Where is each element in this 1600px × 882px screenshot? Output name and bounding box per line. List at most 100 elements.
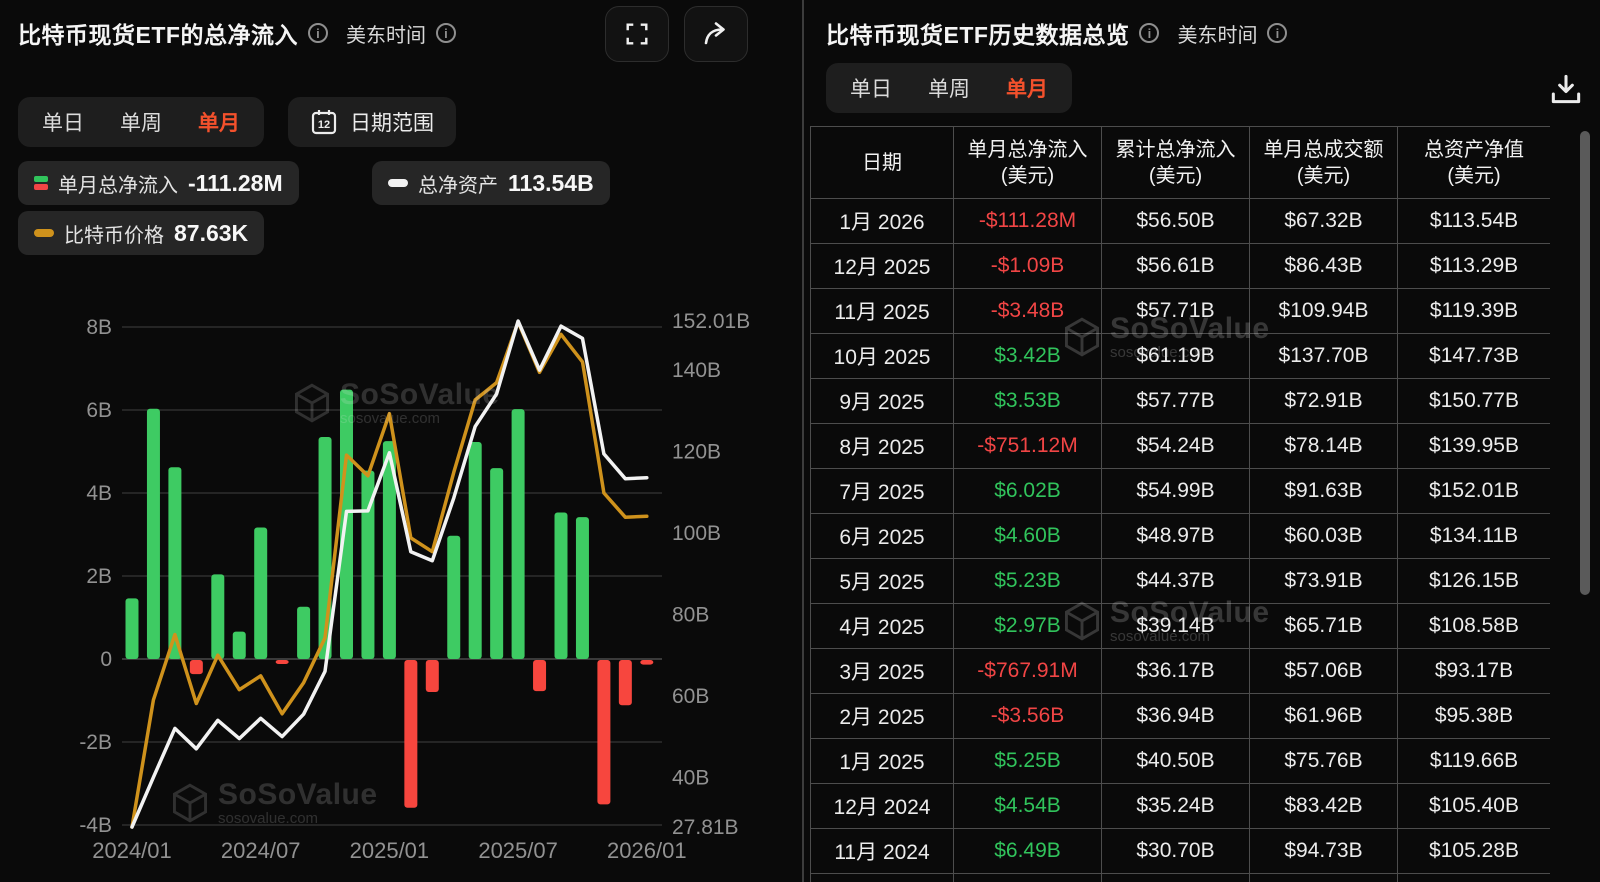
table-row[interactable]: 5月 2025 $5.23B $44.37B $73.91B $126.15B — [810, 558, 1550, 604]
flow-bar-2025/07[interactable] — [511, 409, 525, 659]
table-row[interactable]: 9月 2025 $3.53B $57.77B $72.91B $150.77B — [810, 378, 1550, 424]
share-button[interactable] — [684, 6, 748, 62]
share-icon — [704, 22, 725, 45]
history-table-wrap[interactable]: 日期 单月总净流入 (美元) 累计总净流入 (美元) 单月总成交额 (美元) 总资产净值 (美元… — [810, 126, 1550, 882]
info-icon[interactable]: i — [307, 23, 328, 43]
right-axis-tick: 27.81B — [672, 816, 739, 839]
flow-bar-2025/12[interactable] — [618, 660, 632, 706]
table-row[interactable]: 6月 2025 $4.60B $48.97B $60.03B $134.11B — [810, 513, 1550, 559]
flow-bar-2024/01[interactable] — [125, 598, 139, 659]
flow-bar-2024/03[interactable] — [168, 467, 182, 659]
table-scrollbar-thumb[interactable] — [1580, 131, 1590, 595]
flow-bar-2025/03[interactable] — [425, 660, 439, 692]
cell-cumulative-flow: $57.77B — [1101, 378, 1250, 424]
legend-btc-price-value: 87.63K — [174, 219, 249, 246]
flow-bar-2026/01[interactable] — [640, 660, 654, 665]
cell-cumulative-flow: $61.19B — [1101, 333, 1250, 379]
btc-price-line[interactable] — [130, 320, 649, 829]
right-axis-tick: 140B — [672, 359, 721, 382]
legend-btc-price[interactable]: 比特币价格 87.63K — [18, 211, 265, 255]
left-axis-tick: 2B — [86, 565, 112, 588]
x-axis-tick: 2025/07 — [478, 838, 558, 863]
cell-monthly-flow: $4.54B — [953, 783, 1102, 829]
flow-bar-2024/06[interactable] — [232, 631, 246, 659]
left-axis-tick: 4B — [86, 482, 112, 505]
tab-monthly[interactable]: 单月 — [1006, 78, 1048, 101]
flow-bar-2025/11[interactable] — [597, 660, 611, 805]
info-icon[interactable]: i — [1267, 23, 1288, 43]
cell-monthly-flow: $6.49B — [953, 828, 1102, 874]
table-row[interactable]: 2月 2025 -$3.56B $36.94B $61.96B $95.38B — [810, 693, 1550, 739]
fullscreen-button[interactable] — [605, 6, 669, 62]
flow-bar-2025/06[interactable] — [490, 468, 504, 659]
tab-weekly[interactable]: 单周 — [928, 78, 970, 101]
right-axis-tick: 40B — [672, 766, 709, 789]
cell-date: 10月 2025 — [810, 333, 954, 379]
table-row[interactable]: 1月 2025 $5.25B $40.50B $75.76B $119.66B — [810, 738, 1550, 784]
flow-bar-2024/04[interactable] — [189, 660, 203, 675]
info-icon[interactable]: i — [435, 23, 456, 43]
cell-monthly-flow: $5.23B — [953, 558, 1102, 604]
flow-bar-2025/10[interactable] — [575, 517, 589, 659]
legend-flow[interactable]: 单月总净流入 -111.28M — [18, 161, 299, 205]
table-row[interactable]: 10月 2025 $3.42B $61.19B $137.70B $147.73B — [810, 333, 1550, 379]
flow-bar-2024/05[interactable] — [211, 574, 225, 659]
cell-nav: $113.29B — [1397, 243, 1550, 289]
table-row[interactable]: 1月 2026 -$111.28M $56.50B $67.32B $113.54B — [810, 198, 1550, 244]
gold-line-swatch-icon — [34, 229, 54, 237]
cell-monthly-flow: -$3.56B — [953, 693, 1102, 739]
tab-daily[interactable]: 单日 — [42, 112, 84, 135]
table-row[interactable]: 12月 2024 $4.54B $35.24B $83.42B $105.40B — [810, 783, 1550, 829]
right-axis-tick: 100B — [672, 522, 721, 545]
flow-bar-2024/12[interactable] — [361, 470, 375, 659]
flow-bar-2025/08[interactable] — [533, 660, 547, 692]
table-header-cell: 累计总净流入 (美元) — [1101, 126, 1250, 199]
cell-nav: $105.40B — [1397, 783, 1550, 829]
table-row[interactable]: 11月 2025 -$3.48B $57.71B $109.94B $119.39B — [810, 288, 1550, 334]
flow-bar-2024/02[interactable] — [146, 408, 160, 659]
svg-text:12: 12 — [318, 119, 330, 131]
flow-bar-2025/01[interactable] — [382, 441, 396, 659]
net-assets-line[interactable] — [130, 319, 649, 829]
left-axis-tick: 6B — [86, 399, 112, 422]
table-row[interactable]: 11月 2024 $6.49B $30.70B $94.73B $105.28B — [810, 828, 1550, 874]
cell-volume: $73.91B — [1249, 558, 1398, 604]
left-axis-tick: -2B — [79, 731, 112, 754]
cell-nav: $105.28B — [1397, 828, 1550, 874]
cell-monthly-flow: $5.25B — [953, 738, 1102, 784]
flow-bar-2025/04[interactable] — [447, 535, 461, 659]
panel-divider — [802, 0, 804, 882]
cell-nav: $119.39B — [1397, 288, 1550, 334]
bar-swatch-icon — [34, 176, 48, 190]
tab-weekly[interactable]: 单周 — [120, 112, 162, 135]
table-title: 比特币现货ETF历史数据总览 — [826, 22, 1130, 48]
flow-bar-2024/09[interactable] — [297, 606, 311, 659]
cell-empty — [1397, 873, 1550, 882]
cell-volume: $91.63B — [1249, 468, 1398, 514]
tab-daily[interactable]: 单日 — [850, 78, 892, 101]
flow-bar-2025/02[interactable] — [404, 660, 418, 808]
date-range-button[interactable]: 12 日期范围 — [288, 97, 456, 147]
cell-cumulative-flow: $54.24B — [1101, 423, 1250, 469]
cell-cumulative-flow: $30.70B — [1101, 828, 1250, 874]
table-row[interactable]: 8月 2025 -$751.12M $54.24B $78.14B $139.95B — [810, 423, 1550, 469]
flow-bar-2024/08[interactable] — [275, 660, 289, 664]
download-button[interactable] — [1544, 68, 1588, 112]
table-row[interactable]: 7月 2025 $6.02B $54.99B $91.63B $152.01B — [810, 468, 1550, 514]
tab-monthly[interactable]: 单月 — [198, 112, 240, 135]
cell-date: 5月 2025 — [810, 558, 954, 604]
cell-date: 11月 2025 — [810, 288, 954, 334]
cell-cumulative-flow: $36.17B — [1101, 648, 1250, 694]
table-header-cell: 总资产净值 (美元) — [1397, 126, 1550, 199]
flow-bars-chart[interactable]: 8B 6B 4B 2B 0 -2B -4B 152.01B 140B 120B 100B 80B 60B… — [0, 270, 802, 882]
info-icon[interactable]: i — [1139, 23, 1160, 43]
flow-bar-2025/05[interactable] — [468, 441, 482, 659]
table-row[interactable]: 4月 2025 $2.97B $39.14B $65.71B $108.58B — [810, 603, 1550, 649]
cell-cumulative-flow: $57.71B — [1101, 288, 1250, 334]
table-row[interactable]: 12月 2025 -$1.09B $56.61B $86.43B $113.29B — [810, 243, 1550, 289]
legend-net-assets[interactable]: 总净资产 113.54B — [372, 161, 610, 205]
table-row[interactable]: 3月 2025 -$767.91M $36.17B $57.06B $93.17B — [810, 648, 1550, 694]
flow-bar-2024/07[interactable] — [254, 527, 268, 659]
flow-bar-2025/09[interactable] — [554, 512, 568, 659]
cell-empty — [1249, 873, 1398, 882]
